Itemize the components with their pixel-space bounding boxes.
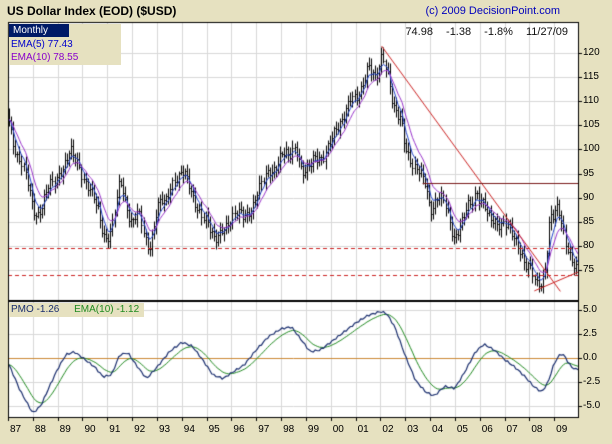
ema10-legend-label: EMA(10) 78.55 <box>11 52 79 63</box>
price-change-pct: -1.8% <box>484 26 513 38</box>
ema5-legend-label: EMA(5) 77.43 <box>11 39 73 50</box>
main-chart-legend: Monthly EMA(5) 77.43 EMA(10) 78.55 <box>9 24 121 65</box>
quote-date: 11/27/09 <box>525 26 568 38</box>
chart-title: US Dollar Index (EOD) ($USD) <box>7 4 177 18</box>
pmo-ema-value-label: EMA(10) -1.12 <box>74 304 140 315</box>
quote-line: 74.98 -1.38 -1.8% 11/27/09 <box>405 26 568 38</box>
pmo-legend: PMO -1.26 EMA(10) -1.12 <box>9 303 145 317</box>
pmo-value-label: PMO -1.26 <box>11 304 60 315</box>
copyright-notice: (c) 2009 DecisionPoint.com <box>425 5 560 17</box>
timeframe-label: Monthly <box>9 24 69 37</box>
price-change: -1.38 <box>446 26 472 38</box>
last-price: 74.98 <box>405 26 433 38</box>
